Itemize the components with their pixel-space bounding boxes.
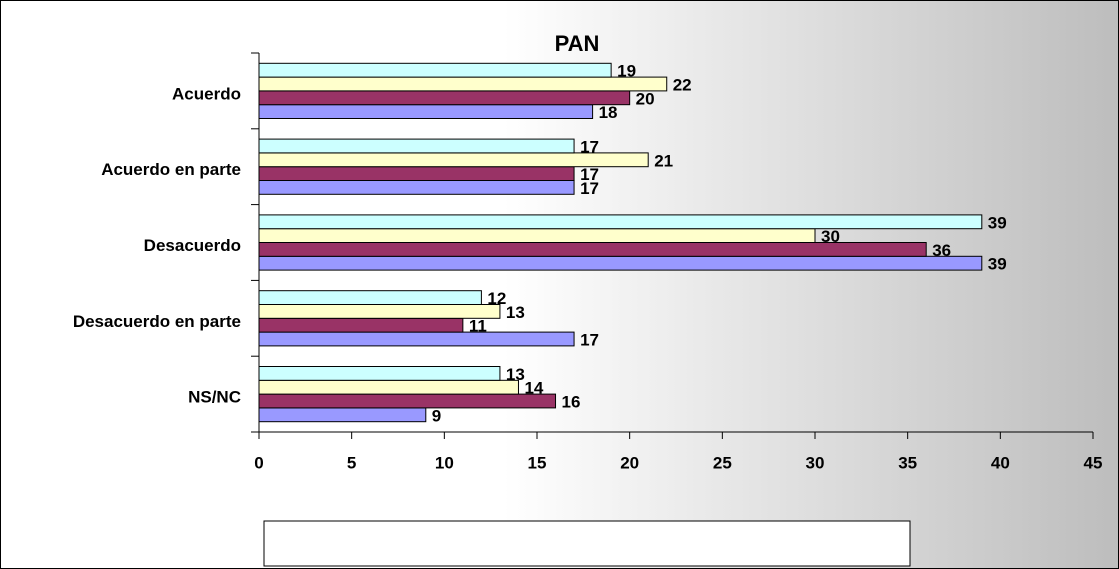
x-tick-label: 25 xyxy=(713,453,732,472)
bar xyxy=(258,393,557,409)
data-label: 20 xyxy=(636,89,655,108)
data-label: 17 xyxy=(580,179,599,198)
x-tick-label: 0 xyxy=(254,453,263,472)
bar xyxy=(258,228,816,243)
data-label: 16 xyxy=(562,392,581,411)
x-tick-label: 20 xyxy=(620,453,639,472)
data-label: 18 xyxy=(599,103,618,122)
bar xyxy=(258,214,983,230)
data-label: 17 xyxy=(580,330,599,349)
bar xyxy=(258,90,631,106)
bar xyxy=(258,138,575,154)
y-tick-label: Acuerdo xyxy=(172,84,241,103)
x-tick-label: 45 xyxy=(1084,453,1103,472)
data-label: 13 xyxy=(506,303,525,322)
data-label: 9 xyxy=(432,406,441,425)
data-label: 19 xyxy=(617,62,636,81)
x-tick-label: 30 xyxy=(806,453,825,472)
y-tick-label: Desacuerdo en parte xyxy=(73,312,241,331)
data-label: 36 xyxy=(932,241,951,260)
bar xyxy=(258,317,464,333)
bar xyxy=(258,166,575,181)
bar xyxy=(258,62,612,78)
y-tick-label: NS/NC xyxy=(188,388,241,407)
bar xyxy=(258,255,983,271)
y-tick-label: Acuerdo en parte xyxy=(101,160,241,179)
data-label: 22 xyxy=(673,75,692,94)
data-label: 17 xyxy=(580,165,599,184)
bar xyxy=(258,304,501,319)
x-tick-label: 5 xyxy=(347,453,356,472)
data-label: 30 xyxy=(821,227,840,246)
data-label: 12 xyxy=(487,289,506,308)
x-tick-label: 15 xyxy=(528,453,547,472)
bar xyxy=(258,104,594,119)
data-label: 21 xyxy=(654,151,673,170)
x-tick-label: 35 xyxy=(898,453,917,472)
data-label: 39 xyxy=(988,255,1007,274)
bar xyxy=(258,366,501,381)
chart-title: PAN xyxy=(555,31,600,56)
data-label: 14 xyxy=(524,379,543,398)
data-label: 11 xyxy=(469,317,487,336)
legend xyxy=(263,520,911,567)
bar xyxy=(258,76,668,92)
x-tick-label: 10 xyxy=(435,453,454,472)
data-label: 13 xyxy=(506,365,525,384)
bar xyxy=(258,290,482,306)
bar xyxy=(258,379,519,395)
y-tick-label: Desacuerdo xyxy=(144,236,241,255)
bar xyxy=(258,180,575,195)
data-label: 39 xyxy=(988,213,1007,232)
data-label: 17 xyxy=(580,137,599,156)
x-tick-label: 40 xyxy=(991,453,1010,472)
bar xyxy=(258,407,427,423)
bar xyxy=(258,331,575,347)
